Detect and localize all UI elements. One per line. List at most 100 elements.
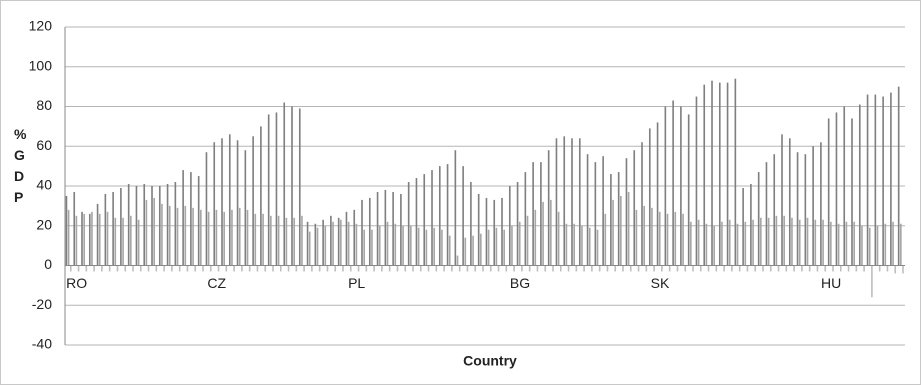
bar	[318, 265, 321, 272]
bar	[827, 118, 830, 266]
bar	[345, 211, 348, 266]
bar	[723, 265, 725, 272]
bar	[427, 265, 430, 272]
bar	[139, 265, 142, 272]
bar	[337, 217, 340, 266]
bar	[552, 265, 554, 272]
bar	[604, 213, 607, 266]
bar	[750, 184, 752, 266]
bar	[513, 265, 515, 272]
bar	[73, 191, 76, 266]
bar	[264, 265, 267, 272]
bar	[876, 225, 879, 266]
bar	[754, 265, 757, 272]
bar	[482, 265, 484, 272]
bar	[342, 265, 344, 272]
bar	[884, 223, 887, 266]
bar	[692, 265, 694, 272]
bar	[824, 265, 827, 272]
bar	[668, 265, 671, 272]
bar	[775, 215, 778, 266]
bar	[314, 223, 317, 266]
bar	[505, 265, 508, 272]
bar	[316, 227, 319, 266]
bar	[451, 265, 453, 272]
bar	[555, 138, 558, 266]
bar	[120, 187, 122, 266]
bar	[571, 138, 573, 266]
bar	[871, 265, 873, 298]
bar	[88, 213, 91, 266]
bar	[742, 187, 744, 266]
bar	[687, 114, 690, 266]
bar	[104, 193, 107, 266]
bar	[629, 265, 632, 272]
bar	[205, 152, 208, 266]
bar	[116, 265, 119, 272]
bar	[244, 150, 247, 266]
bar	[67, 209, 70, 266]
bar	[731, 265, 733, 272]
bar	[627, 191, 630, 266]
bar	[591, 265, 593, 272]
bar	[736, 223, 739, 266]
bar	[163, 265, 165, 272]
bar	[664, 106, 667, 266]
bar	[559, 265, 562, 272]
bar	[285, 217, 288, 266]
bar	[353, 209, 356, 266]
bar	[233, 265, 235, 272]
bar	[801, 265, 803, 272]
bar	[378, 225, 381, 266]
bar	[625, 158, 628, 266]
bar	[137, 219, 140, 266]
bar	[806, 217, 809, 266]
bar	[186, 265, 189, 272]
bar	[147, 265, 150, 272]
bar	[868, 227, 871, 266]
bar	[438, 166, 441, 266]
bar	[816, 265, 819, 272]
bar	[65, 195, 68, 266]
bar	[892, 221, 894, 266]
bar	[777, 265, 780, 272]
bar	[443, 265, 445, 272]
y-tick-label: 20	[36, 216, 52, 232]
bar	[711, 80, 713, 266]
bar	[207, 211, 210, 266]
bar	[847, 265, 850, 272]
bar	[458, 265, 461, 272]
y-tick-label: 120	[29, 18, 53, 34]
y-axis-title: % GDP	[14, 126, 27, 205]
bar	[734, 78, 737, 266]
bar	[448, 235, 451, 266]
bar	[635, 209, 638, 266]
bar	[563, 136, 566, 266]
bar	[168, 205, 171, 266]
bar	[384, 189, 387, 266]
bar	[464, 237, 467, 266]
bar	[648, 128, 651, 266]
bar	[680, 106, 682, 266]
bar	[788, 138, 791, 266]
y-tick-label: 40	[36, 177, 52, 193]
bar	[835, 112, 838, 266]
bar	[575, 265, 578, 272]
bar	[785, 265, 788, 272]
bar	[441, 229, 443, 266]
bar	[295, 265, 298, 272]
bar	[518, 221, 521, 266]
bar	[793, 265, 795, 272]
bar	[477, 193, 480, 266]
bar	[503, 229, 505, 266]
bar	[598, 265, 601, 272]
bar	[501, 197, 503, 266]
bar	[462, 166, 464, 266]
bar	[528, 265, 531, 272]
bar	[641, 142, 643, 266]
bar	[760, 217, 762, 266]
bar	[363, 229, 365, 266]
bar	[567, 265, 570, 272]
bar	[565, 223, 568, 266]
bar	[77, 265, 80, 272]
